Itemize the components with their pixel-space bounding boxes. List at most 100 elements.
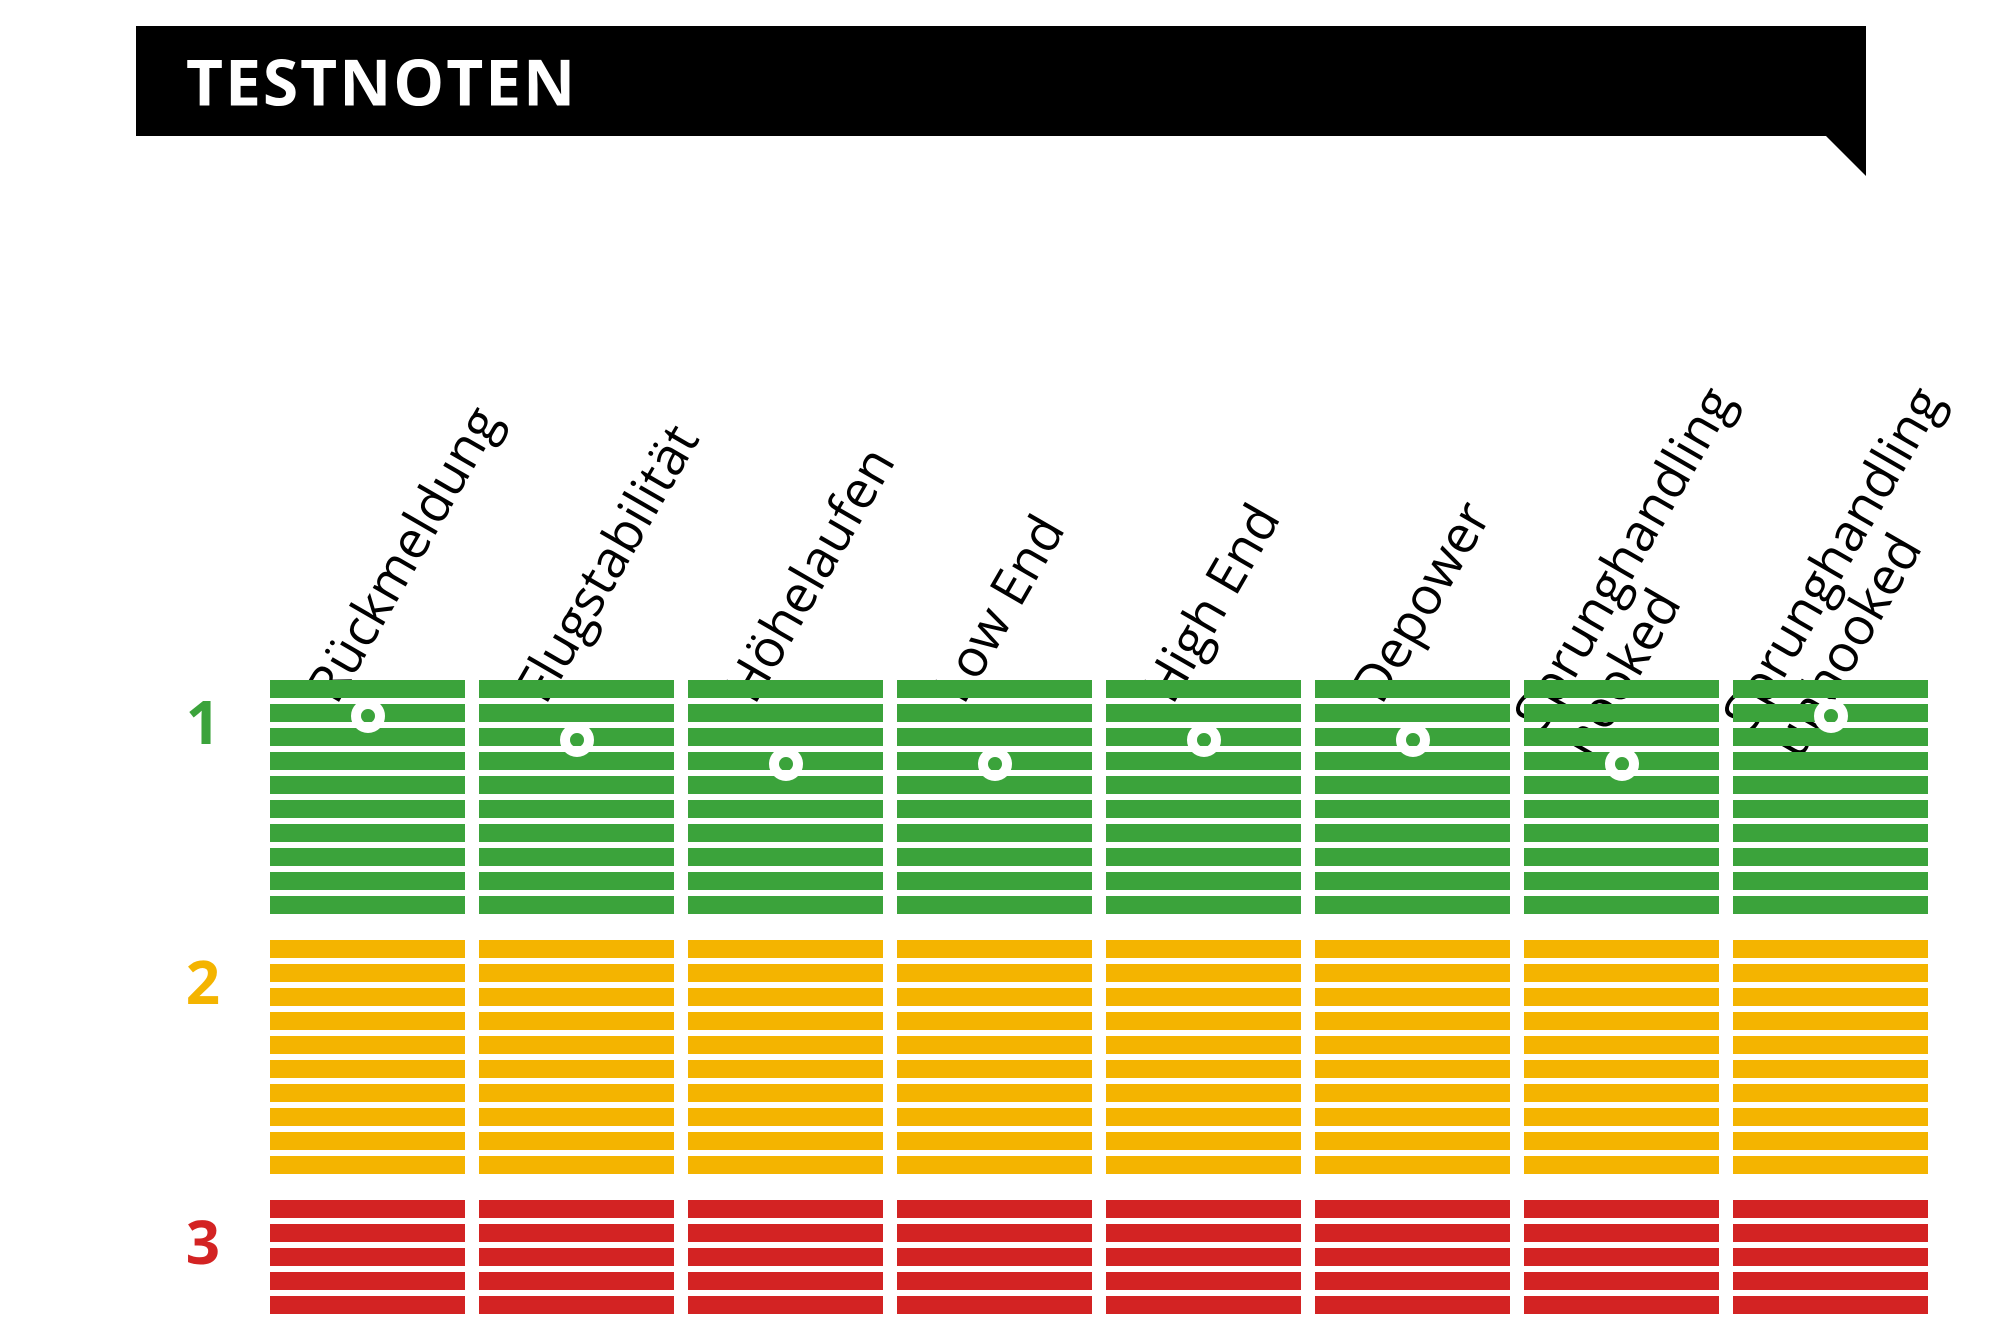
rating-stripe bbox=[1315, 872, 1510, 890]
rating-stripe bbox=[1524, 1156, 1719, 1174]
rating-stripe bbox=[270, 988, 465, 1006]
rating-stripe bbox=[479, 1060, 674, 1078]
rating-stripe bbox=[479, 988, 674, 1006]
rating-stripe bbox=[1733, 964, 1928, 982]
rating-stripe bbox=[1106, 1012, 1301, 1030]
rating-stripe bbox=[897, 848, 1092, 866]
rating-stripe bbox=[688, 1156, 883, 1174]
rating-marker bbox=[1396, 723, 1430, 757]
rating-stripe bbox=[1733, 1084, 1928, 1102]
rating-stripe bbox=[1315, 1248, 1510, 1266]
rating-stripe bbox=[1733, 988, 1928, 1006]
rating-stripe bbox=[1733, 680, 1928, 698]
rating-stripe bbox=[1106, 824, 1301, 842]
rating-stripe bbox=[897, 1224, 1092, 1242]
rating-stripe bbox=[897, 1272, 1092, 1290]
rating-stripe bbox=[479, 1272, 674, 1290]
rating-stripe bbox=[1315, 800, 1510, 818]
rating-stripe bbox=[1524, 1248, 1719, 1266]
rating-stripe bbox=[1315, 1156, 1510, 1174]
rating-stripe bbox=[1733, 1108, 1928, 1126]
rating-stripe bbox=[688, 1272, 883, 1290]
rating-stripe bbox=[1315, 896, 1510, 914]
rating-stripe bbox=[479, 776, 674, 794]
rating-stripe bbox=[1106, 848, 1301, 866]
rating-stripe bbox=[1524, 800, 1719, 818]
rating-stripe bbox=[1733, 800, 1928, 818]
rating-stripe bbox=[1524, 988, 1719, 1006]
rating-stripe bbox=[1106, 872, 1301, 890]
rating-stripe bbox=[1106, 1108, 1301, 1126]
rating-stripe bbox=[897, 872, 1092, 890]
rating-stripe bbox=[1524, 1036, 1719, 1054]
rating-stripe bbox=[897, 1296, 1092, 1314]
rating-stripe bbox=[688, 680, 883, 698]
rating-stripe bbox=[270, 1156, 465, 1174]
rating-stripe bbox=[688, 988, 883, 1006]
rating-marker bbox=[560, 723, 594, 757]
rating-stripe bbox=[897, 1248, 1092, 1266]
rating-stripe bbox=[1524, 1012, 1719, 1030]
rating-stripe bbox=[1315, 776, 1510, 794]
rating-stripe bbox=[1315, 988, 1510, 1006]
rating-stripe bbox=[1733, 1012, 1928, 1030]
rating-stripe bbox=[270, 872, 465, 890]
rating-stripe bbox=[270, 1296, 465, 1314]
rating-stripe bbox=[688, 1132, 883, 1150]
rating-stripe bbox=[1315, 1060, 1510, 1078]
rating-stripe bbox=[1315, 964, 1510, 982]
rating-stripe bbox=[688, 1200, 883, 1218]
rating-stripe bbox=[1106, 988, 1301, 1006]
rating-stripe bbox=[897, 704, 1092, 722]
rating-stripe bbox=[1315, 1012, 1510, 1030]
rating-stripe bbox=[479, 1156, 674, 1174]
rating-stripe bbox=[479, 848, 674, 866]
rating-stripe bbox=[1524, 1296, 1719, 1314]
rating-stripe bbox=[1524, 940, 1719, 958]
rating-stripe bbox=[270, 1200, 465, 1218]
rating-stripe bbox=[1315, 1200, 1510, 1218]
rating-stripe bbox=[1733, 940, 1928, 958]
rating-stripe bbox=[688, 824, 883, 842]
rating-stripe bbox=[1106, 964, 1301, 982]
rating-stripe bbox=[1524, 1132, 1719, 1150]
rating-stripe bbox=[1315, 940, 1510, 958]
rating-stripe bbox=[1733, 1296, 1928, 1314]
rating-marker bbox=[1187, 723, 1221, 757]
rating-stripe bbox=[270, 1272, 465, 1290]
rating-stripe bbox=[688, 1084, 883, 1102]
rating-stripe bbox=[1106, 1132, 1301, 1150]
rating-stripe bbox=[688, 848, 883, 866]
rating-stripe bbox=[1733, 824, 1928, 842]
rating-stripe bbox=[688, 704, 883, 722]
rating-stripe bbox=[479, 1200, 674, 1218]
rating-stripe bbox=[1524, 1224, 1719, 1242]
rating-stripe bbox=[1106, 680, 1301, 698]
title-banner: TESTNOTEN bbox=[136, 26, 1866, 136]
rating-stripe bbox=[1315, 704, 1510, 722]
rating-stripe bbox=[1315, 1036, 1510, 1054]
rating-marker bbox=[978, 747, 1012, 781]
page-root: TESTNOTEN RückmeldungFlugstabilitätHöhel… bbox=[0, 0, 2000, 1333]
rating-stripe bbox=[1733, 872, 1928, 890]
rating-stripe bbox=[270, 848, 465, 866]
rating-stripe bbox=[897, 728, 1092, 746]
rating-stripe bbox=[1106, 896, 1301, 914]
rating-stripe bbox=[479, 1036, 674, 1054]
rating-stripe bbox=[1106, 1224, 1301, 1242]
rating-stripe bbox=[479, 896, 674, 914]
rating-stripe bbox=[270, 1132, 465, 1150]
rating-stripe bbox=[270, 1224, 465, 1242]
rating-stripe bbox=[1106, 776, 1301, 794]
rating-stripe bbox=[479, 940, 674, 958]
page-title: TESTNOTEN bbox=[186, 38, 577, 125]
rating-stripe bbox=[270, 824, 465, 842]
rating-stripe bbox=[270, 1084, 465, 1102]
rating-stripe bbox=[479, 824, 674, 842]
rating-stripe bbox=[1106, 1060, 1301, 1078]
rating-marker bbox=[1605, 747, 1639, 781]
rating-stripe bbox=[479, 800, 674, 818]
rating-stripe bbox=[1524, 964, 1719, 982]
rating-stripe bbox=[897, 988, 1092, 1006]
rating-stripe bbox=[270, 940, 465, 958]
